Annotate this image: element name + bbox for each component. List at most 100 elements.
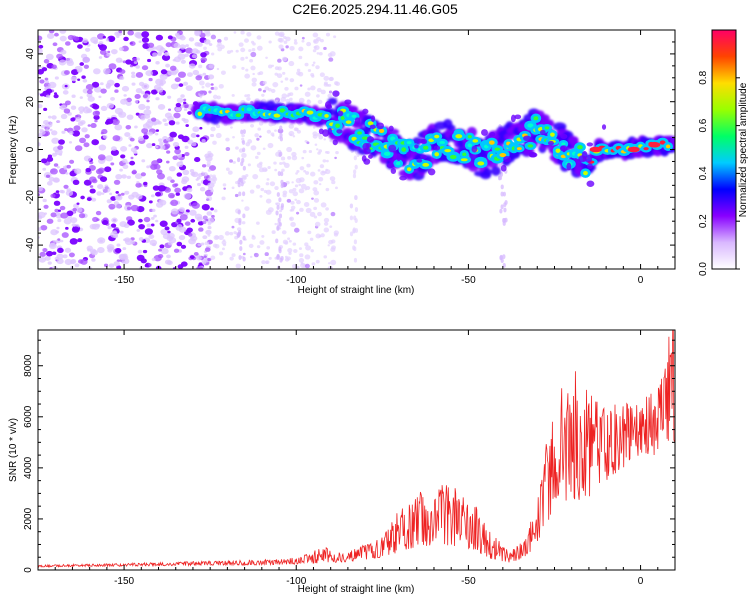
colorbar-tick-label: 0.4 <box>698 166 709 180</box>
noise-streak <box>353 239 358 245</box>
noise-speckle <box>82 38 89 44</box>
snr-series-line <box>38 330 675 569</box>
noise-speckle <box>172 141 180 148</box>
noise-speckle <box>223 36 229 41</box>
noise-speckle <box>312 49 317 53</box>
noise-streak <box>503 207 507 213</box>
noise-speckle <box>257 127 262 131</box>
noise-speckle <box>229 159 233 163</box>
noise-speckle <box>150 164 158 170</box>
noise-speckle <box>327 93 332 98</box>
signal-blob-inner <box>235 113 242 118</box>
noise-speckle <box>78 213 86 219</box>
noise-speckle <box>221 240 227 245</box>
noise-speckle <box>266 246 271 250</box>
noise-speckle <box>102 67 111 75</box>
noise-speckle <box>307 230 312 235</box>
noise-speckle <box>300 183 307 189</box>
noise-speckle <box>189 169 195 173</box>
noise-speckle <box>298 97 305 103</box>
noise-speckle <box>126 206 132 211</box>
noise-speckle <box>265 56 268 59</box>
signal-halo <box>354 117 361 125</box>
signal-blob-inner <box>378 128 385 134</box>
spectrogram-x-label: Height of straight line (km) <box>298 285 415 296</box>
noise-speckle <box>97 167 105 174</box>
noise-streak <box>354 218 358 223</box>
signal-blob-inner <box>422 162 430 167</box>
signal-blob-inner <box>422 145 429 150</box>
noise-speckle <box>64 100 71 106</box>
noise-streak <box>353 155 357 161</box>
signal-blob-inner <box>550 132 555 137</box>
noise-speckle <box>331 180 336 185</box>
snr-y-label: SNR (10 * v/v) <box>8 418 19 482</box>
noise-speckle <box>305 245 312 251</box>
noise-speckle <box>118 253 127 261</box>
noise-speckle <box>173 42 181 49</box>
noise-speckle <box>120 98 128 105</box>
noise-streak <box>242 213 246 219</box>
noise-speckle <box>128 194 135 200</box>
noise-speckle <box>38 92 41 96</box>
noise-speckle <box>250 40 255 44</box>
noise-speckle <box>208 43 213 46</box>
signal-halo <box>336 129 343 134</box>
noise-speckle <box>76 202 80 205</box>
noise-speckle <box>110 196 117 201</box>
noise-speckle <box>150 89 158 95</box>
noise-speckle <box>101 220 109 226</box>
noise-speckle <box>90 249 98 256</box>
noise-speckle <box>141 128 149 134</box>
noise-speckle <box>286 198 292 203</box>
noise-speckle <box>144 228 153 235</box>
noise-speckle <box>262 167 268 173</box>
noise-speckle <box>106 79 115 86</box>
noise-speckle <box>40 224 48 231</box>
noise-speckle <box>304 62 309 67</box>
noise-streak <box>239 239 243 245</box>
signal-blob-inner <box>351 114 357 118</box>
noise-speckle <box>179 214 188 221</box>
noise-speckle <box>262 147 266 151</box>
noise-speckle <box>292 242 297 246</box>
noise-speckle <box>210 34 217 40</box>
noise-speckle <box>316 37 321 42</box>
noise-speckle <box>256 137 260 141</box>
signal-blob-inner <box>434 134 440 139</box>
noise-speckle <box>261 235 265 238</box>
noise-speckle <box>312 32 319 38</box>
noise-speckle <box>250 51 257 58</box>
noise-speckle <box>113 179 121 185</box>
noise-speckle <box>45 53 54 61</box>
noise-streak <box>238 220 242 226</box>
signal-blob-inner <box>488 140 495 145</box>
colorbar-tick-label: 0.0 <box>698 262 709 276</box>
noise-speckle <box>182 169 190 176</box>
noise-speckle <box>288 251 292 255</box>
noise-speckle <box>164 259 172 265</box>
noise-speckle <box>91 139 100 146</box>
noise-speckle <box>88 176 97 183</box>
noise-speckle <box>256 245 261 249</box>
noise-speckle <box>155 219 159 223</box>
signal-glow <box>504 133 516 140</box>
noise-speckle <box>53 200 61 206</box>
noise-speckle <box>207 225 212 230</box>
noise-speckle <box>304 254 311 260</box>
noise-speckle <box>152 52 158 57</box>
noise-speckle <box>62 90 69 95</box>
noise-speckle <box>99 49 107 55</box>
noise-speckle <box>297 71 304 77</box>
noise-speckle <box>306 41 312 47</box>
noise-speckle <box>319 164 325 169</box>
signal-blob-inner <box>472 139 479 143</box>
signal-halo <box>376 122 384 130</box>
noise-speckle <box>259 195 263 198</box>
noise-speckle <box>317 99 323 104</box>
noise-speckle <box>313 215 318 219</box>
snr-y-tick-label: 0 <box>23 567 34 573</box>
noise-speckle <box>268 40 272 44</box>
noise-speckle <box>176 97 184 103</box>
noise-speckle <box>42 198 47 203</box>
